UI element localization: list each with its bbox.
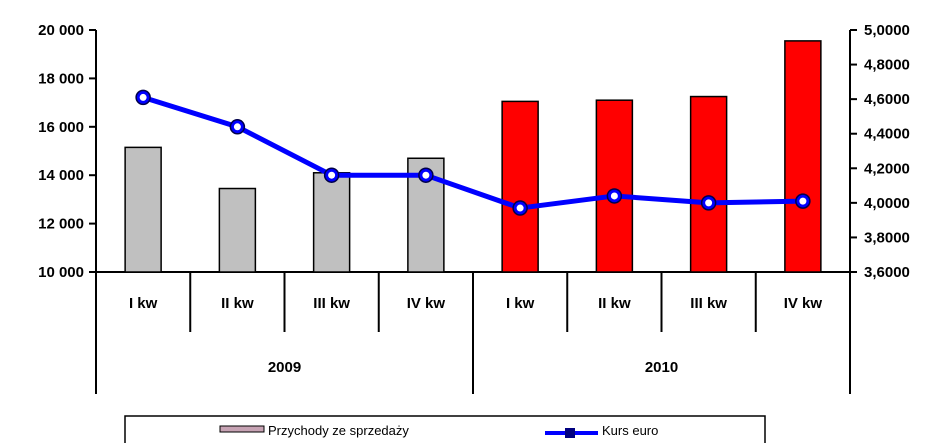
line-point-center [799,197,807,205]
bar [501,100,539,273]
line-path [142,95,803,211]
legend-marker-kurs [565,428,575,438]
line-point-center [233,123,241,131]
right-tick-label: 3,6000 [864,264,910,281]
bars [124,40,822,273]
legend-swatch-przychody [219,425,265,433]
line-point-center [328,171,336,179]
right-tick-label: 4,2000 [864,160,910,177]
left-tick-label: 16 000 [38,119,84,136]
axes [89,29,857,394]
bar [218,187,257,273]
right-tick-label: 4,4000 [864,126,910,143]
right-tick-label: 5,0000 [864,22,910,39]
left-tick-label: 20 000 [38,22,84,39]
category-label: III kw [690,295,727,312]
category-label: IV kw [407,295,446,312]
category-label: III kw [313,295,350,312]
axis-labels: 10 000 12 000 14 000 16 000 18 000 20 000 3,60… [38,22,910,376]
left-tick-label: 14 000 [38,167,84,184]
bar [595,99,634,273]
bar [312,172,351,273]
line-point-center [516,204,524,212]
bar [689,95,728,273]
line-point-center [139,93,147,101]
group-label: 2009 [268,359,301,376]
category-label: I kw [129,295,158,312]
category-label: I kw [506,295,535,312]
bar [124,146,162,273]
line-point-center [610,192,618,200]
left-tick-label: 10 000 [38,264,84,281]
category-label: II kw [221,295,254,312]
right-tick-label: 3,8000 [864,229,910,246]
category-label: IV kw [784,295,823,312]
line-point-center [705,199,713,207]
line-point-center [422,171,430,179]
left-tick-label: 18 000 [38,70,84,87]
right-tick-label: 4,0000 [864,195,910,212]
right-tick-label: 4,8000 [864,57,910,74]
left-tick-label: 12 000 [38,216,84,233]
category-label: II kw [598,295,631,312]
legend: Przychody ze sprzedaży Kurs euro [124,415,766,443]
legend-label-kurs: Kurs euro [602,423,658,438]
right-tick-label: 4,6000 [864,91,910,108]
bar [784,40,822,273]
legend-label-przychody: Przychody ze sprzedaży [268,423,409,438]
kurs-euro-line [135,89,811,216]
group-label: 2010 [645,359,678,376]
